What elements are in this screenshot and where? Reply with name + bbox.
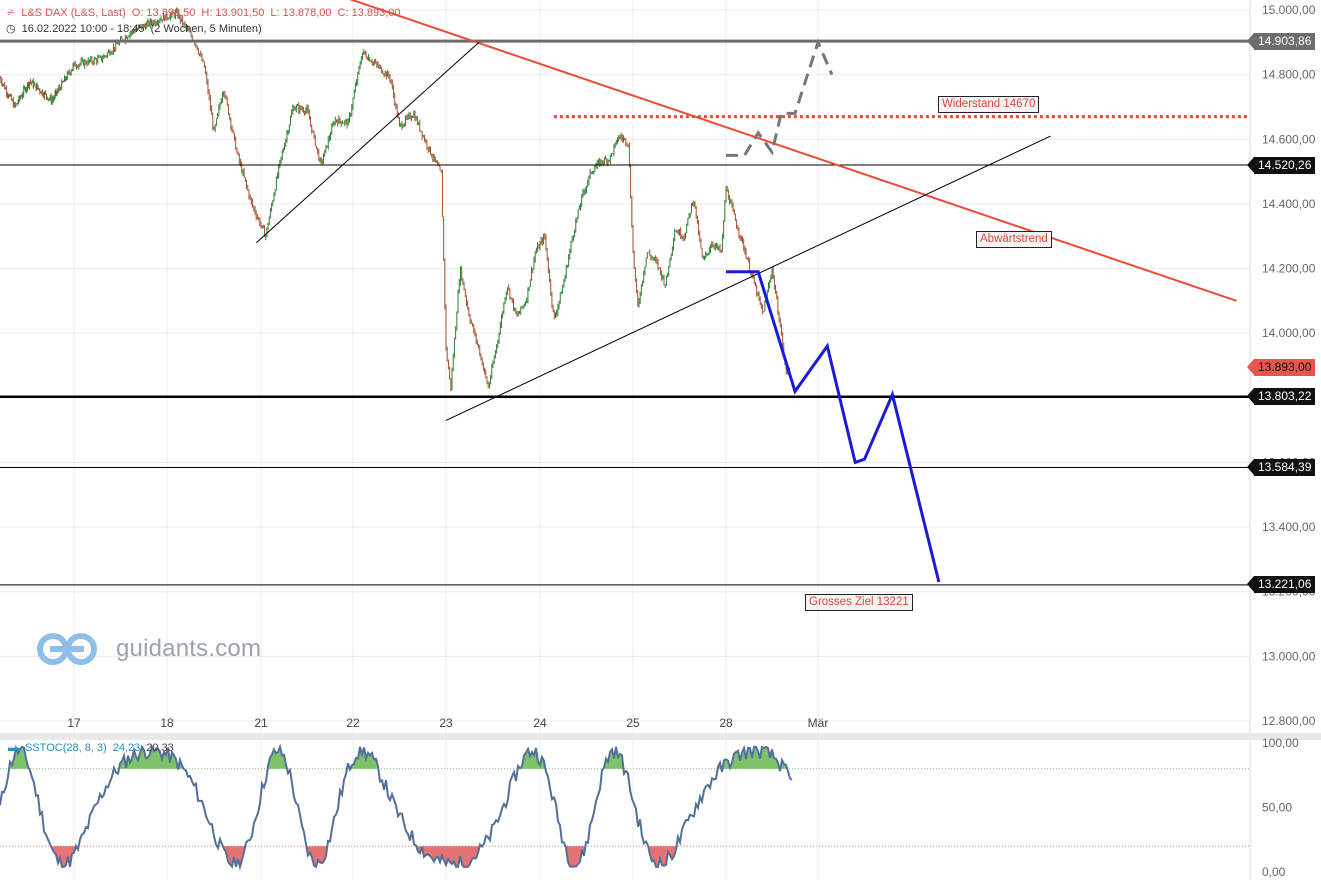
trendlines — [255, 0, 1237, 421]
date-range: 16.02.2022 10:00 - 18:45 — [21, 23, 145, 35]
watermark: guidants.com — [36, 632, 261, 666]
x-tick-label: 22 — [346, 716, 360, 730]
x-tick-label: 24 — [533, 716, 547, 730]
annotation-resistance: Widerstand 14670 — [938, 96, 1040, 113]
x-tick-label: 18 — [160, 716, 174, 730]
y-tick-label: 14.000,00 — [1262, 326, 1316, 340]
indicator-name: SSTOC(28, 8, 3) — [25, 742, 107, 754]
ohlc-icon: ⩫ — [6, 7, 16, 19]
indicator-header: ▬ SSTOC(28, 8, 3) 24,23 20,33 — [8, 742, 180, 754]
stoch-line — [0, 743, 793, 871]
time-axis: 17 18 21 22 23 24 25 28 Mär — [67, 716, 828, 730]
stochastic-panel: 100,00 50,00 0,00 — [0, 736, 1299, 879]
y-tick-label: 15.000,00 — [1262, 3, 1316, 17]
instrument-name: L&S DAX (L&S, Last) — [21, 7, 126, 19]
forecast-paths — [726, 38, 941, 583]
close-value: C: 13.893,00 — [337, 7, 401, 19]
forecast-bull-path — [726, 38, 834, 157]
trendline-downtrend — [349, 0, 1237, 302]
annotation-downtrend: Abwärtstrend — [976, 231, 1052, 248]
open-value: O: 13.899,50 — [131, 7, 196, 19]
x-tick-label: Mär — [808, 716, 829, 730]
watermark-text: guidants.com — [116, 635, 262, 662]
high-value: H: 13.901,50 — [201, 7, 265, 19]
stoch-y-tick-label: 0,00 — [1262, 865, 1286, 879]
y-tick-label: 12.800,00 — [1262, 714, 1316, 728]
indicator-value-2: 20,33 — [146, 742, 174, 754]
y-tick-label: 14.600,00 — [1262, 132, 1316, 146]
stoch-y-tick-label: 100,00 — [1262, 736, 1299, 750]
indicator-legend-icon: ▬ — [8, 742, 19, 754]
stoch-y-tick-label: 50,00 — [1262, 801, 1292, 815]
x-tick-label: 25 — [626, 716, 640, 730]
price-tag-level: 14.903,86 — [1246, 32, 1316, 50]
price-tag-level: 13.221,06 — [1246, 576, 1316, 594]
y-tick-label: 14.400,00 — [1262, 197, 1316, 211]
range-header: ◷ 16.02.2022 10:00 - 18:45 (2 Wochen, 5 Mi… — [6, 22, 268, 36]
x-tick-label: 28 — [719, 716, 733, 730]
horizontal-levels — [0, 39, 1250, 586]
instrument-header: ⩫ L&S DAX (L&S, Last) O: 13.899,50 H: 13.90… — [6, 6, 407, 20]
price-tag-last: 13.893,00 — [1246, 359, 1316, 377]
clock-icon: ◷ — [6, 23, 16, 35]
y-tick-label: 13.000,00 — [1262, 649, 1316, 663]
trendline-support-2 — [445, 135, 1051, 421]
panel-separator — [0, 733, 1321, 740]
price-tag-level: 14.520,26 — [1246, 156, 1316, 174]
timeframe: (2 Wochen, 5 Minuten) — [150, 23, 262, 35]
y-tick-label: 14.800,00 — [1262, 68, 1316, 82]
annotation-target: Grosses Ziel 13221 — [805, 594, 913, 611]
x-tick-label: 21 — [254, 716, 268, 730]
x-tick-label: 17 — [67, 716, 81, 730]
forecast-bear-path — [726, 270, 941, 583]
price-tag-level: 13.803,22 — [1246, 388, 1316, 406]
indicator-value-1: 24,23 — [112, 742, 141, 754]
price-tag-level: 13.584,39 — [1246, 458, 1316, 476]
x-tick-label: 23 — [439, 716, 453, 730]
trendline-support-1 — [255, 41, 480, 244]
low-value: L: 13.878,00 — [270, 7, 332, 19]
y-tick-label: 14.200,00 — [1262, 262, 1316, 276]
guidants-logo-icon — [37, 633, 97, 665]
y-tick-label: 13.400,00 — [1262, 520, 1316, 534]
